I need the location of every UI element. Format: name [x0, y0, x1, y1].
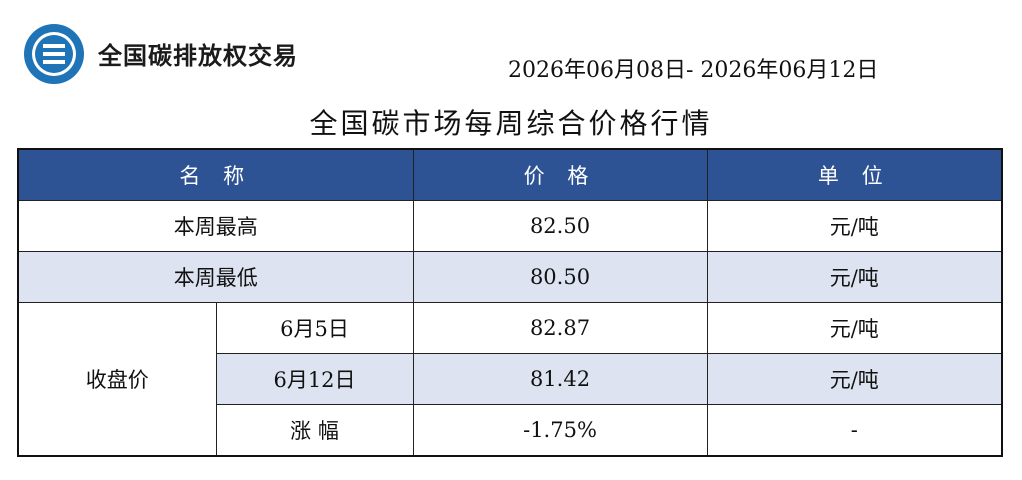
row-price: 80.50	[412, 251, 708, 303]
table-row: 收盘价 6月5日 82.87 元/吨	[17, 302, 1003, 457]
date-range: 2026年06月08日- 2026年06月12日	[508, 58, 879, 83]
header-price: 价 格	[412, 148, 708, 201]
header-name: 名 称	[17, 148, 414, 201]
price-table: 名 称 价 格 单 位 本周最高 82.50 元/吨 本周最低 80.50 元/…	[17, 148, 1003, 457]
row-unit: 元/吨	[706, 251, 1003, 303]
row-label: 本周最高	[17, 200, 414, 252]
table-row: 本周最高 82.50 元/吨	[17, 200, 1003, 252]
row-price: 82.50	[412, 200, 708, 252]
row-label: 6月5日	[215, 302, 414, 354]
page-title: 全国碳市场每周综合价格行情	[309, 107, 713, 140]
row-label: 涨 幅	[215, 404, 414, 457]
row-label: 6月12日	[215, 353, 414, 405]
header-unit: 单 位	[706, 148, 1003, 201]
row-unit: -	[706, 404, 1003, 457]
org-name: 全国碳排放权交易	[98, 42, 298, 70]
table-header-row: 名 称 价 格 单 位	[17, 148, 1003, 201]
row-label: 本周最低	[17, 251, 414, 303]
row-price: -1.75%	[412, 404, 708, 457]
row-price: 81.42	[412, 353, 708, 405]
exchange-logo-icon	[24, 24, 84, 84]
row-unit: 元/吨	[706, 353, 1003, 405]
row-unit: 元/吨	[706, 200, 1003, 252]
table-row: 6月12日 81.42 元/吨	[18, 353, 1003, 405]
row-price: 82.87	[412, 302, 708, 354]
closing-price-group-label: 收盘价	[17, 302, 217, 457]
table-row: 涨 幅 -1.75% -	[18, 404, 1003, 457]
row-unit: 元/吨	[706, 302, 1003, 354]
table-row: 本周最低 80.50 元/吨	[17, 251, 1003, 303]
